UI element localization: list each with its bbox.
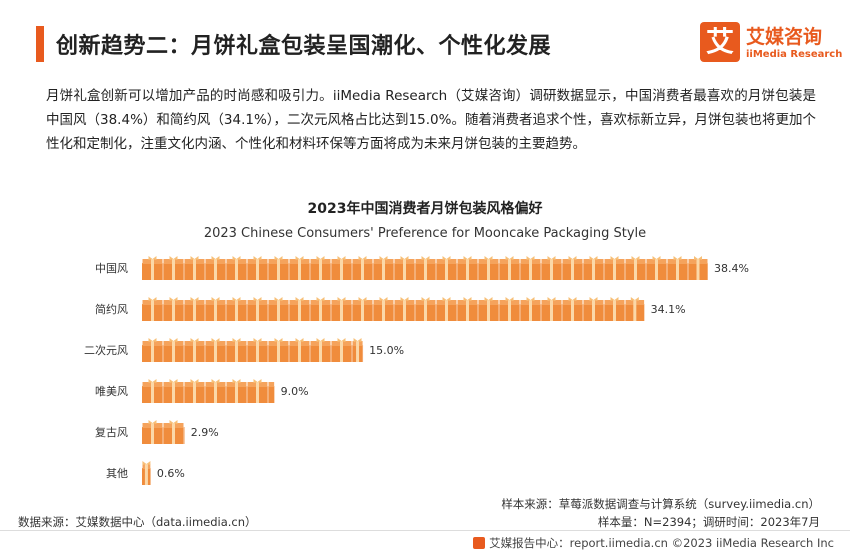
data-source: 数据来源：艾媒数据中心（data.iimedia.cn） [18, 515, 257, 529]
page-title: 创新趋势二：月饼礼盒包装呈国潮化、个性化发展 [56, 34, 552, 59]
category-label: 其他 [106, 467, 128, 480]
category-label: 简约风 [95, 302, 128, 316]
bar [142, 420, 185, 444]
bar [142, 379, 276, 403]
category-label: 中国风 [95, 262, 128, 275]
value-label: 15.0% [369, 344, 404, 357]
category-label: 复古风 [95, 425, 128, 439]
logo-name-en: iiMedia Research [746, 49, 843, 60]
footer: 艾媒报告中心：report.iimedia.cn ©2023 iiMedia R… [0, 530, 850, 554]
category-label: 唯美风 [95, 385, 128, 398]
value-label: 34.1% [651, 303, 686, 316]
value-label: 0.6% [157, 467, 185, 480]
bar-chart: 中国风 38.4% 简约风 34.1% 二次元风 15.0% 唯美风 9.0% 复古风 2.9% 其… [84, 256, 749, 485]
bar [142, 297, 646, 321]
value-label: 2.9% [191, 426, 219, 439]
brand-logo: 艾 艾媒咨询 iiMedia Research [700, 22, 843, 66]
chart-title: 2023年中国消费者月饼包装风格偏好 [307, 201, 543, 217]
chart-subtitle: 2023 Chinese Consumers' Preference for M… [203, 226, 647, 241]
logo-name-cn: 艾媒咨询 [746, 26, 823, 48]
title-accent-bar [36, 26, 44, 62]
logo-mark-icon: 艾 [700, 22, 740, 62]
category-label: 二次元风 [84, 343, 128, 357]
bar [142, 461, 152, 485]
footer-text: 艾媒报告中心：report.iimedia.cn ©2023 iiMedia R… [473, 535, 834, 551]
intro-paragraph: 月饼礼盒创新可以增加产品的时尚感和吸引力。iiMedia Research（艾媒… [46, 88, 816, 152]
sample-info: 样本量：N=2394；调研时间：2023年7月 [597, 515, 820, 529]
bar [142, 256, 709, 280]
value-label: 38.4% [714, 262, 749, 275]
bar [142, 338, 364, 362]
value-label: 9.0% [281, 385, 309, 398]
footer-label: 艾媒报告中心：report.iimedia.cn ©2023 iiMedia R… [489, 536, 834, 550]
report-center-icon [473, 537, 486, 549]
sample-source: 样本来源：草莓派数据调查与计算系统（survey.iimedia.cn） [501, 497, 820, 511]
